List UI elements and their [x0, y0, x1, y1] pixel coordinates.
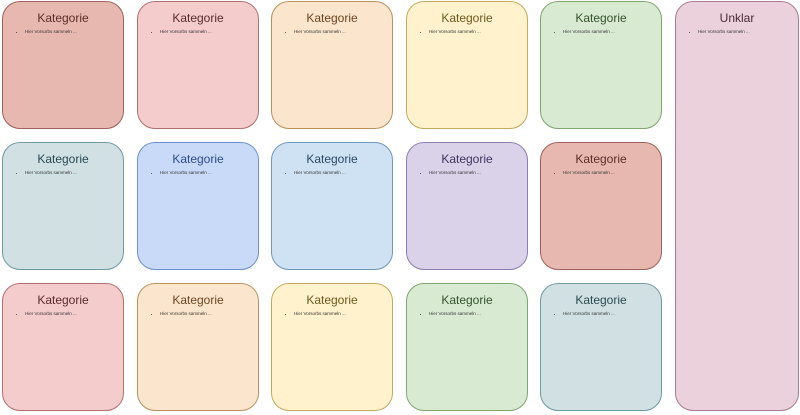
category-title: Kategorie [441, 293, 493, 307]
category-items: Hier Vorsorbs sammeln ... [272, 29, 392, 35]
category-item: Hier Vorsorbs sammeln ... [429, 311, 527, 317]
category-item: Hier Vorsorbs sammeln ... [25, 311, 123, 317]
category-card-7[interactable]: Kategorie Hier Vorsorbs sammeln ... [137, 142, 259, 270]
category-items: Hier Vorsorbs sammeln ... [138, 311, 258, 317]
category-card-14[interactable]: Kategorie Hier Vorsorbs sammeln ... [406, 283, 528, 411]
category-title: Kategorie [441, 152, 493, 166]
category-title: Kategorie [172, 11, 224, 25]
category-items: Hier Vorsorbs sammeln ... [407, 311, 527, 317]
category-card-1[interactable]: Kategorie Hier Vorsorbs sammeln ... [2, 1, 124, 129]
unclear-item: Hier Vorsorbs sammeln ... [698, 29, 798, 35]
category-card-3[interactable]: Kategorie Hier Vorsorbs sammeln ... [271, 1, 393, 129]
category-items: Hier Vorsorbs sammeln ... [541, 29, 661, 35]
category-card-13[interactable]: Kategorie Hier Vorsorbs sammeln ... [271, 283, 393, 411]
category-card-9[interactable]: Kategorie Hier Vorsorbs sammeln ... [406, 142, 528, 270]
category-card-2[interactable]: Kategorie Hier Vorsorbs sammeln ... [137, 1, 259, 129]
category-items: Hier Vorsorbs sammeln ... [272, 311, 392, 317]
category-title: Kategorie [575, 152, 627, 166]
category-item: Hier Vorsorbs sammeln ... [160, 29, 258, 35]
category-title: Kategorie [575, 11, 627, 25]
category-title: Kategorie [306, 152, 358, 166]
category-title: Kategorie [37, 293, 89, 307]
category-card-5[interactable]: Kategorie Hier Vorsorbs sammeln ... [540, 1, 662, 129]
category-items: Hier Vorsorbs sammeln ... [3, 311, 123, 317]
category-item: Hier Vorsorbs sammeln ... [160, 311, 258, 317]
category-title: Kategorie [575, 293, 627, 307]
category-item: Hier Vorsorbs sammeln ... [563, 311, 661, 317]
category-card-6[interactable]: Kategorie Hier Vorsorbs sammeln ... [2, 142, 124, 270]
category-items: Hier Vorsorbs sammeln ... [272, 170, 392, 176]
category-card-11[interactable]: Kategorie Hier Vorsorbs sammeln ... [2, 283, 124, 411]
unclear-items: Hier Vorsorbs sammeln ... [676, 29, 798, 35]
category-card-8[interactable]: Kategorie Hier Vorsorbs sammeln ... [271, 142, 393, 270]
category-items: Hier Vorsorbs sammeln ... [541, 311, 661, 317]
category-title: Kategorie [306, 11, 358, 25]
category-items: Hier Vorsorbs sammeln ... [3, 170, 123, 176]
category-card-10[interactable]: Kategorie Hier Vorsorbs sammeln ... [540, 142, 662, 270]
category-item: Hier Vorsorbs sammeln ... [294, 29, 392, 35]
category-item: Hier Vorsorbs sammeln ... [294, 170, 392, 176]
category-item: Hier Vorsorbs sammeln ... [294, 311, 392, 317]
category-title: Kategorie [37, 152, 89, 166]
category-item: Hier Vorsorbs sammeln ... [563, 29, 661, 35]
category-items: Hier Vorsorbs sammeln ... [138, 170, 258, 176]
category-item: Hier Vorsorbs sammeln ... [25, 29, 123, 35]
category-title: Kategorie [441, 11, 493, 25]
category-item: Hier Vorsorbs sammeln ... [25, 170, 123, 176]
category-card-4[interactable]: Kategorie Hier Vorsorbs sammeln ... [406, 1, 528, 129]
category-card-15[interactable]: Kategorie Hier Vorsorbs sammeln ... [540, 283, 662, 411]
unclear-card[interactable]: Unklar Hier Vorsorbs sammeln ... [675, 1, 799, 411]
unclear-title: Unklar [719, 11, 755, 25]
category-items: Hier Vorsorbs sammeln ... [407, 29, 527, 35]
category-title: Kategorie [306, 293, 358, 307]
category-title: Kategorie [172, 152, 224, 166]
category-item: Hier Vorsorbs sammeln ... [429, 170, 527, 176]
category-title: Kategorie [37, 11, 89, 25]
category-item: Hier Vorsorbs sammeln ... [429, 29, 527, 35]
category-items: Hier Vorsorbs sammeln ... [3, 29, 123, 35]
category-items: Hier Vorsorbs sammeln ... [138, 29, 258, 35]
category-item: Hier Vorsorbs sammeln ... [160, 170, 258, 176]
category-items: Hier Vorsorbs sammeln ... [407, 170, 527, 176]
category-card-12[interactable]: Kategorie Hier Vorsorbs sammeln ... [137, 283, 259, 411]
category-title: Kategorie [172, 293, 224, 307]
category-items: Hier Vorsorbs sammeln ... [541, 170, 661, 176]
category-item: Hier Vorsorbs sammeln ... [563, 170, 661, 176]
